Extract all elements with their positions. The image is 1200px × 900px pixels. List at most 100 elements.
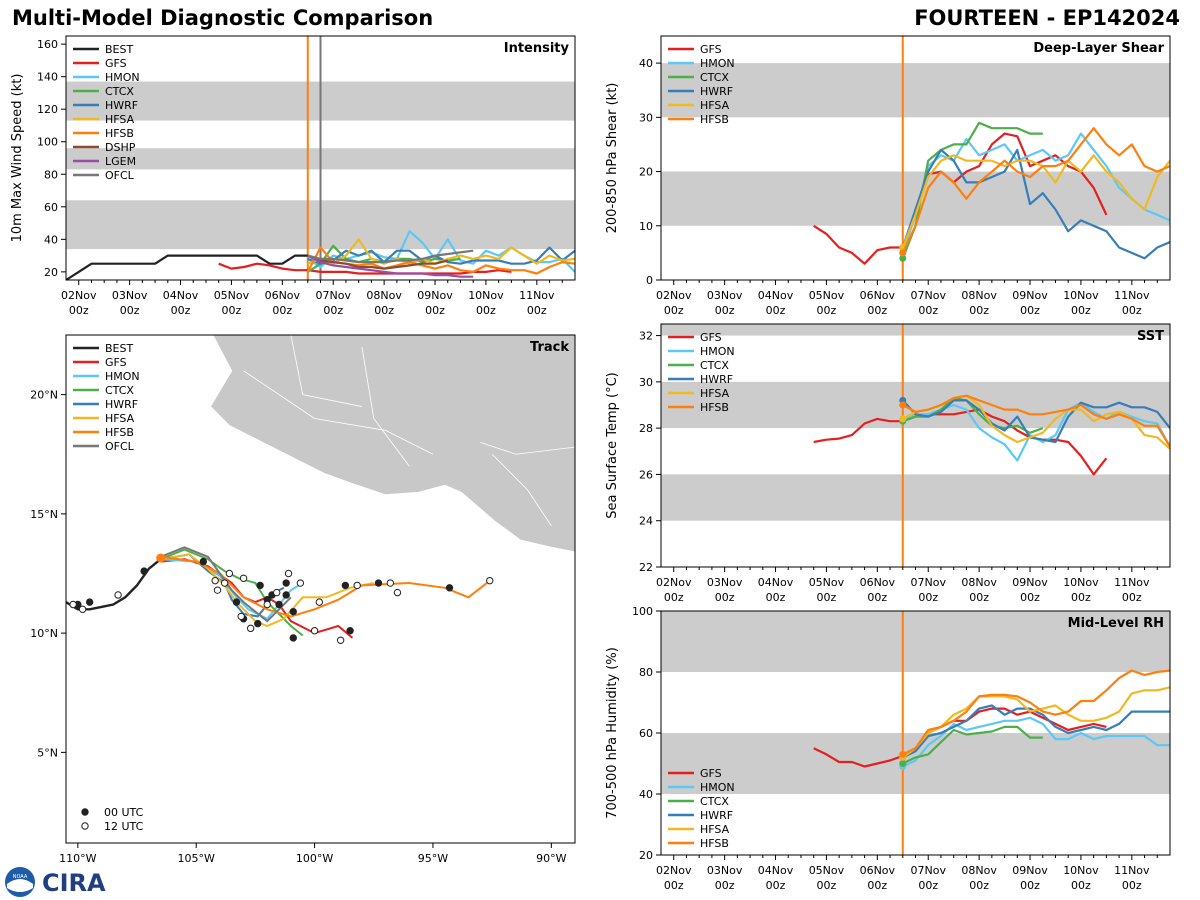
rh-legend-label: CTCX	[700, 795, 729, 808]
shear-legend-label: HFSB	[700, 113, 729, 126]
track-legend-label: GFS	[105, 356, 127, 369]
track-point-12utc	[353, 581, 361, 590]
track-point-12utc	[225, 569, 234, 578]
intensity-line-lgem	[307, 254, 474, 278]
noaa-cira-logo: NOAA CIRA	[5, 867, 106, 897]
track-point-00utc	[199, 557, 208, 566]
shear-x-tick-hour: 00z	[1122, 304, 1142, 317]
intensity-legend-label: HMON	[105, 71, 140, 84]
state-border-0	[290, 335, 363, 407]
track-point-00utc	[140, 567, 148, 575]
track-point-00utc	[275, 600, 283, 609]
track-point-12utc	[393, 588, 402, 597]
shear-x-tick-hour: 00z	[969, 304, 989, 317]
track-point-12utc	[386, 579, 395, 587]
state-border-2	[361, 346, 410, 467]
sst-line-hwrf	[901, 399, 1170, 444]
marker-legend-label: 00 UTC	[104, 806, 144, 819]
shear-legend-label: HFSA	[700, 99, 730, 112]
intensity-y-tick-label: 100	[37, 136, 58, 149]
sst-x-tick-day: 06Nov	[860, 576, 896, 589]
state-border-4	[480, 441, 575, 455]
rh-legend-label: HFSA	[700, 823, 730, 836]
intensity-x-tick-hour: 00z	[171, 304, 191, 317]
intensity-x-tick-day: 07Nov	[315, 289, 351, 302]
shear-line-ctcx	[901, 121, 1043, 259]
rh-y-tick-label: 80	[639, 666, 653, 679]
intensity-y-tick-label: 80	[44, 168, 58, 181]
sst-x-tick-hour: 00z	[766, 591, 786, 604]
track-x-tick-label: 95°W	[418, 852, 448, 865]
intensity-x-tick-day: 09Nov	[417, 289, 453, 302]
sst-x-tick-hour: 00z	[1020, 591, 1040, 604]
state-border-3	[491, 453, 552, 527]
track-point-12utc	[237, 612, 245, 621]
shear-line-hfsa	[901, 154, 1170, 248]
track-point-12utc	[213, 586, 222, 594]
shear-y-tick-label: 0	[646, 274, 653, 287]
rh-x-tick-day: 08Nov	[961, 864, 997, 877]
intensity-y-tick-label: 20	[44, 266, 58, 279]
rh-x-tick-hour: 00z	[1122, 879, 1142, 892]
track-legend-label: BEST	[105, 342, 133, 355]
track-current-position	[156, 553, 166, 563]
rh-start-point-hfsb	[899, 750, 907, 758]
track-legend-label: HWRF	[105, 398, 138, 411]
intensity-x-tick-day: 02Nov	[61, 289, 97, 302]
rh-x-tick-day: 02Nov	[656, 864, 692, 877]
track-legend-label: HFSB	[105, 426, 134, 439]
shear-x-tick-day: 09Nov	[1012, 289, 1048, 302]
intensity-x-tick-hour: 00z	[476, 304, 496, 317]
rh-start-point-ctcx	[899, 760, 907, 767]
rh-y-tick-label: 20	[639, 849, 653, 862]
rh-x-tick-hour: 00z	[715, 879, 735, 892]
rh-plot-area	[661, 611, 1170, 855]
rh-line-hwrf	[902, 704, 1170, 759]
rh-x-tick-day: 06Nov	[860, 864, 896, 877]
sst-band	[661, 474, 1170, 521]
marker-legend-symbol	[81, 808, 89, 816]
rh-y-tick-label: 60	[639, 727, 653, 740]
rh-x-tick-day: 05Nov	[809, 864, 845, 877]
sst-x-tick-day: 07Nov	[910, 576, 946, 589]
rh-x-tick-day: 11Nov	[1114, 864, 1150, 877]
intensity-legend-label: HFSA	[105, 113, 135, 126]
shear-x-tick-hour: 00z	[1071, 304, 1091, 317]
rh-x-tick-hour: 00z	[969, 879, 989, 892]
intensity-x-tick-hour: 00z	[323, 304, 343, 317]
shear-legend-label: GFS	[700, 43, 722, 56]
rh-line-gfs	[813, 707, 1107, 768]
sst-y-tick-label: 26	[639, 468, 653, 481]
track-point-00utc	[282, 591, 290, 599]
shear-y-tick-label: 30	[639, 111, 653, 124]
track-legend-label: CTCX	[105, 384, 134, 397]
shear-start-point-hfsb	[899, 249, 907, 257]
track-point-00utc	[289, 607, 297, 616]
track-point-12utc	[315, 598, 324, 606]
track-point-12utc	[78, 605, 87, 613]
rh-legend-label: GFS	[700, 767, 722, 780]
rh-line-hfsb	[902, 669, 1170, 756]
intensity-x-tick-hour: 00z	[272, 304, 292, 317]
track-y-tick-label: 10°N	[30, 627, 58, 640]
rh-legend-label: HFSB	[700, 837, 729, 850]
track-legend-label: HMON	[105, 370, 140, 383]
intensity-x-tick-hour: 00z	[374, 304, 394, 317]
rh-x-tick-day: 03Nov	[707, 864, 743, 877]
track-point-12utc	[220, 579, 229, 587]
track-x-tick-label: 100°W	[296, 852, 333, 865]
shear-start-point-ctcx	[899, 254, 907, 262]
sst-legend-label: HMON	[700, 345, 735, 358]
track-point-12utc	[211, 576, 219, 585]
track-x-tick-label: 110°W	[59, 852, 96, 865]
noaa-badge-text: NOAA	[13, 874, 28, 880]
sst-x-tick-hour: 00z	[1122, 591, 1142, 604]
sst-x-tick-hour: 00z	[817, 591, 837, 604]
shear-band	[661, 63, 1170, 118]
sst-x-tick-day: 04Nov	[758, 576, 794, 589]
track-panel: 110°W 105°W 100°W 95°W 90°W 5°N 10°N 15°N 20°N 00…	[30, 334, 576, 865]
sst-y-tick-label: 24	[639, 515, 653, 528]
shear-x-tick-day: 02Nov	[656, 289, 692, 302]
track-point-12utc	[273, 588, 281, 597]
intensity-panel: 02Nov 00z 03Nov 00z 04Nov 00z 05Nov 00z 06Nov 00z…	[10, 35, 576, 317]
